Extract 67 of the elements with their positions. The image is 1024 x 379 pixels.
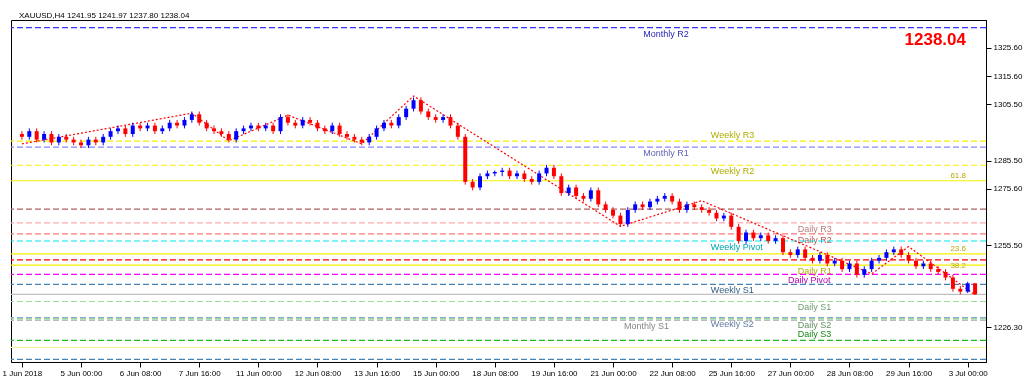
candlestick [936, 265, 941, 276]
candlestick [625, 206, 630, 228]
y-tick-label: 1285.50 [993, 156, 1023, 166]
candlestick [707, 206, 712, 217]
x-tick-label: 28 Jun 08:00 [826, 368, 874, 378]
annotation: 23.6 [950, 243, 967, 253]
x-tick-label: 11 Jun 00:00 [236, 368, 283, 378]
candlestick [877, 254, 882, 264]
candlestick [278, 113, 283, 135]
candlestick [322, 125, 327, 135]
x-tick-label: 12 Jun 08:00 [294, 368, 342, 378]
x-tick-label: 3 Jul 00:00 [948, 368, 989, 378]
ref-line-label: Daily S2 [797, 319, 832, 330]
x-tick-label: 27 Jun 00:00 [767, 368, 815, 378]
ref-line-label: Weekly S2 [710, 318, 754, 329]
x-tick-label: 18 Jun 08:00 [472, 368, 519, 378]
x-tick-label: 19 Jun 16:00 [531, 368, 579, 378]
candlestick [175, 119, 180, 129]
x-tick-label: 1 Jun 2018 [2, 368, 43, 378]
candlestick [670, 192, 675, 205]
x-tick-label: 6 Jun 08:00 [119, 368, 163, 378]
chart-title: XAUUSD,H4 1241.95 1241.97 1237.80 1238.04 [19, 11, 190, 20]
y-tick-label: 1315.60 [993, 71, 1023, 81]
x-tick-label: 29 Jun 16:00 [885, 368, 933, 378]
candlestick [514, 170, 519, 180]
ref-line-label: Weekly S1 [710, 285, 754, 296]
ref-line-label: Weekly R3 [710, 130, 755, 141]
x-tick-label: 22 Jun 08:00 [649, 368, 697, 378]
candlestick [345, 130, 350, 141]
x-tick-label: 7 Jun 16:00 [178, 368, 222, 378]
x-tick-label: 5 Jun 00:00 [60, 368, 103, 378]
candlestick [189, 110, 194, 124]
candlestick [285, 113, 290, 127]
ref-line-label: Weekly Pivot [710, 241, 764, 252]
ref-line-label: Monthly R2 [643, 28, 689, 39]
annotation: 61.8 [950, 170, 967, 180]
x-tick-label: 21 Jun 00:00 [590, 368, 638, 378]
candlestick [596, 186, 601, 208]
candlestick [611, 206, 616, 219]
y-tick-label: 1325.60 [993, 43, 1023, 53]
x-tick-label: 13 Jun 16:00 [353, 368, 401, 378]
x-tick-label: 15 Jun 00:00 [413, 368, 460, 378]
ref-line-label: Daily R3 [797, 223, 832, 234]
y-tick-label: 1226.30 [993, 322, 1023, 332]
annotation: 1238.04 [904, 30, 967, 49]
candlestick [42, 130, 47, 143]
candlestick [736, 223, 741, 245]
ref-line-label: Monthly R1 [643, 148, 689, 159]
candlestick [19, 130, 24, 141]
candlestick [559, 172, 564, 197]
candlestick [441, 113, 446, 124]
ref-line-label: Daily R1 [797, 266, 832, 277]
x-tick-label: 25 Jun 16:00 [708, 368, 756, 378]
candlestick [212, 125, 217, 135]
ref-line-label: Daily S1 [797, 302, 832, 313]
ref-line-label: Daily S3 [797, 329, 832, 340]
ref-line-label: Monthly S1 [623, 321, 669, 332]
candlestick [684, 201, 689, 214]
y-tick-label: 1275.60 [993, 184, 1023, 194]
candlestick [79, 139, 84, 149]
y-tick-label: 1255.50 [993, 240, 1023, 250]
candlestick [308, 116, 313, 127]
y-tick-label: 1305.50 [993, 99, 1023, 109]
candlestick [115, 125, 120, 135]
candlestick [780, 234, 785, 256]
candlestick [817, 251, 822, 264]
ref-line-label: Weekly R2 [710, 166, 755, 177]
